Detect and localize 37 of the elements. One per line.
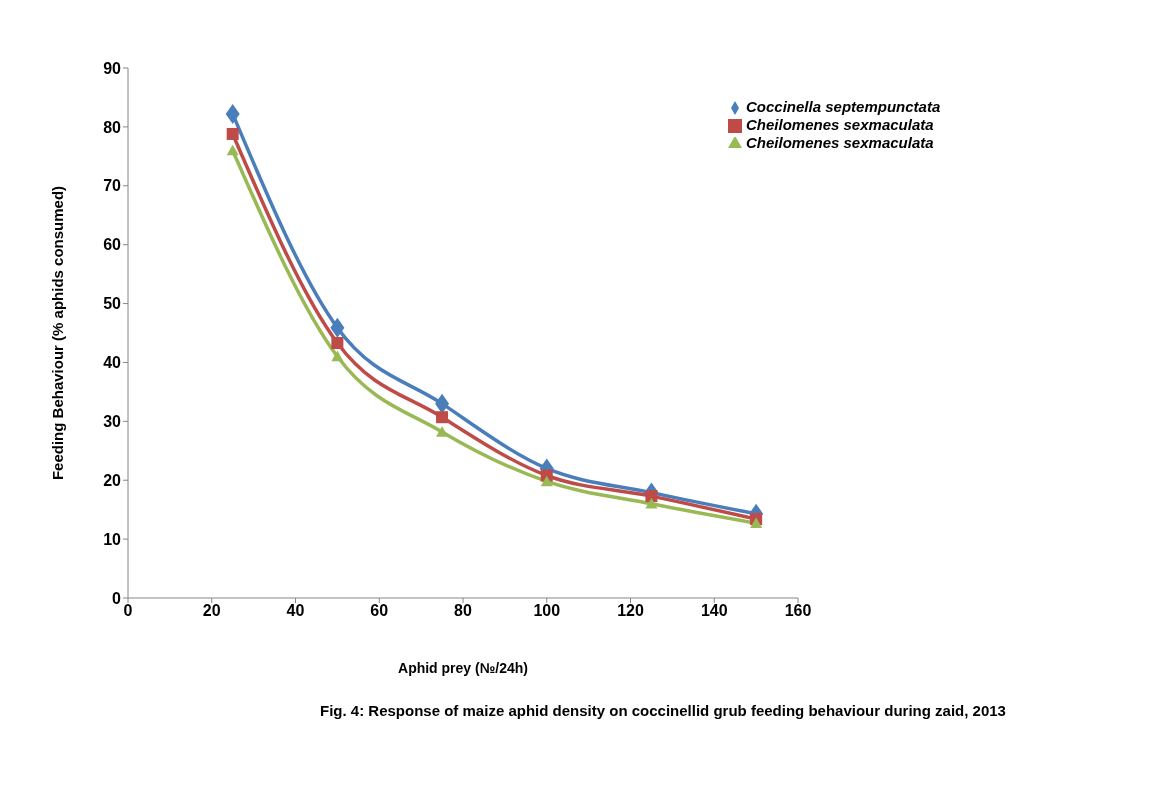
legend-label: Cheilomenes sexmaculata: [746, 116, 934, 133]
point: [226, 127, 239, 140]
y-tick-label: 0: [112, 589, 122, 607]
y-tick-label: 70: [103, 177, 122, 195]
point: [645, 490, 658, 503]
legend-label: Coccinella septempunctata: [746, 98, 941, 115]
y-tick-label: 40: [103, 354, 122, 372]
point: [331, 337, 344, 350]
x-tick-label: 20: [202, 602, 221, 620]
y-axis-title: Feeding Behaviour (% aphids consumed): [49, 185, 67, 481]
point: [750, 517, 763, 529]
y-tick-label: 20: [103, 471, 122, 489]
x-axis-title: Aphid prey (№/24h): [398, 660, 528, 676]
x-tick-label: 140: [700, 602, 728, 620]
point: [435, 393, 450, 414]
x-tick-label: 60: [370, 602, 389, 620]
y-tick-label: 10: [103, 530, 122, 548]
point: [645, 497, 658, 509]
y-tick-label: 50: [103, 295, 122, 313]
point: [225, 103, 240, 124]
y-tick-label: 80: [103, 118, 122, 136]
y-tick-label: 90: [103, 59, 122, 77]
y-tick-label: 30: [103, 413, 122, 431]
x-tick-label: 160: [784, 602, 812, 620]
y-tick-label: 60: [103, 236, 122, 254]
legend-label: Cheilomenes sexmaculata: [746, 134, 934, 151]
x-tick-label: 80: [454, 602, 472, 620]
x-tick-label: 100: [533, 602, 561, 620]
x-tick-label: 40: [286, 602, 305, 620]
point: [331, 350, 344, 362]
point: [226, 144, 239, 156]
x-tick-label: 0: [123, 602, 133, 620]
point: [330, 317, 345, 338]
point: [540, 475, 553, 487]
point: [436, 411, 449, 424]
caption: Fig. 4: Response of maize aphid density on coccinellid grub feeding behaviour during zaid, 2013: [319, 702, 1007, 719]
x-tick-label: 120: [617, 602, 644, 620]
